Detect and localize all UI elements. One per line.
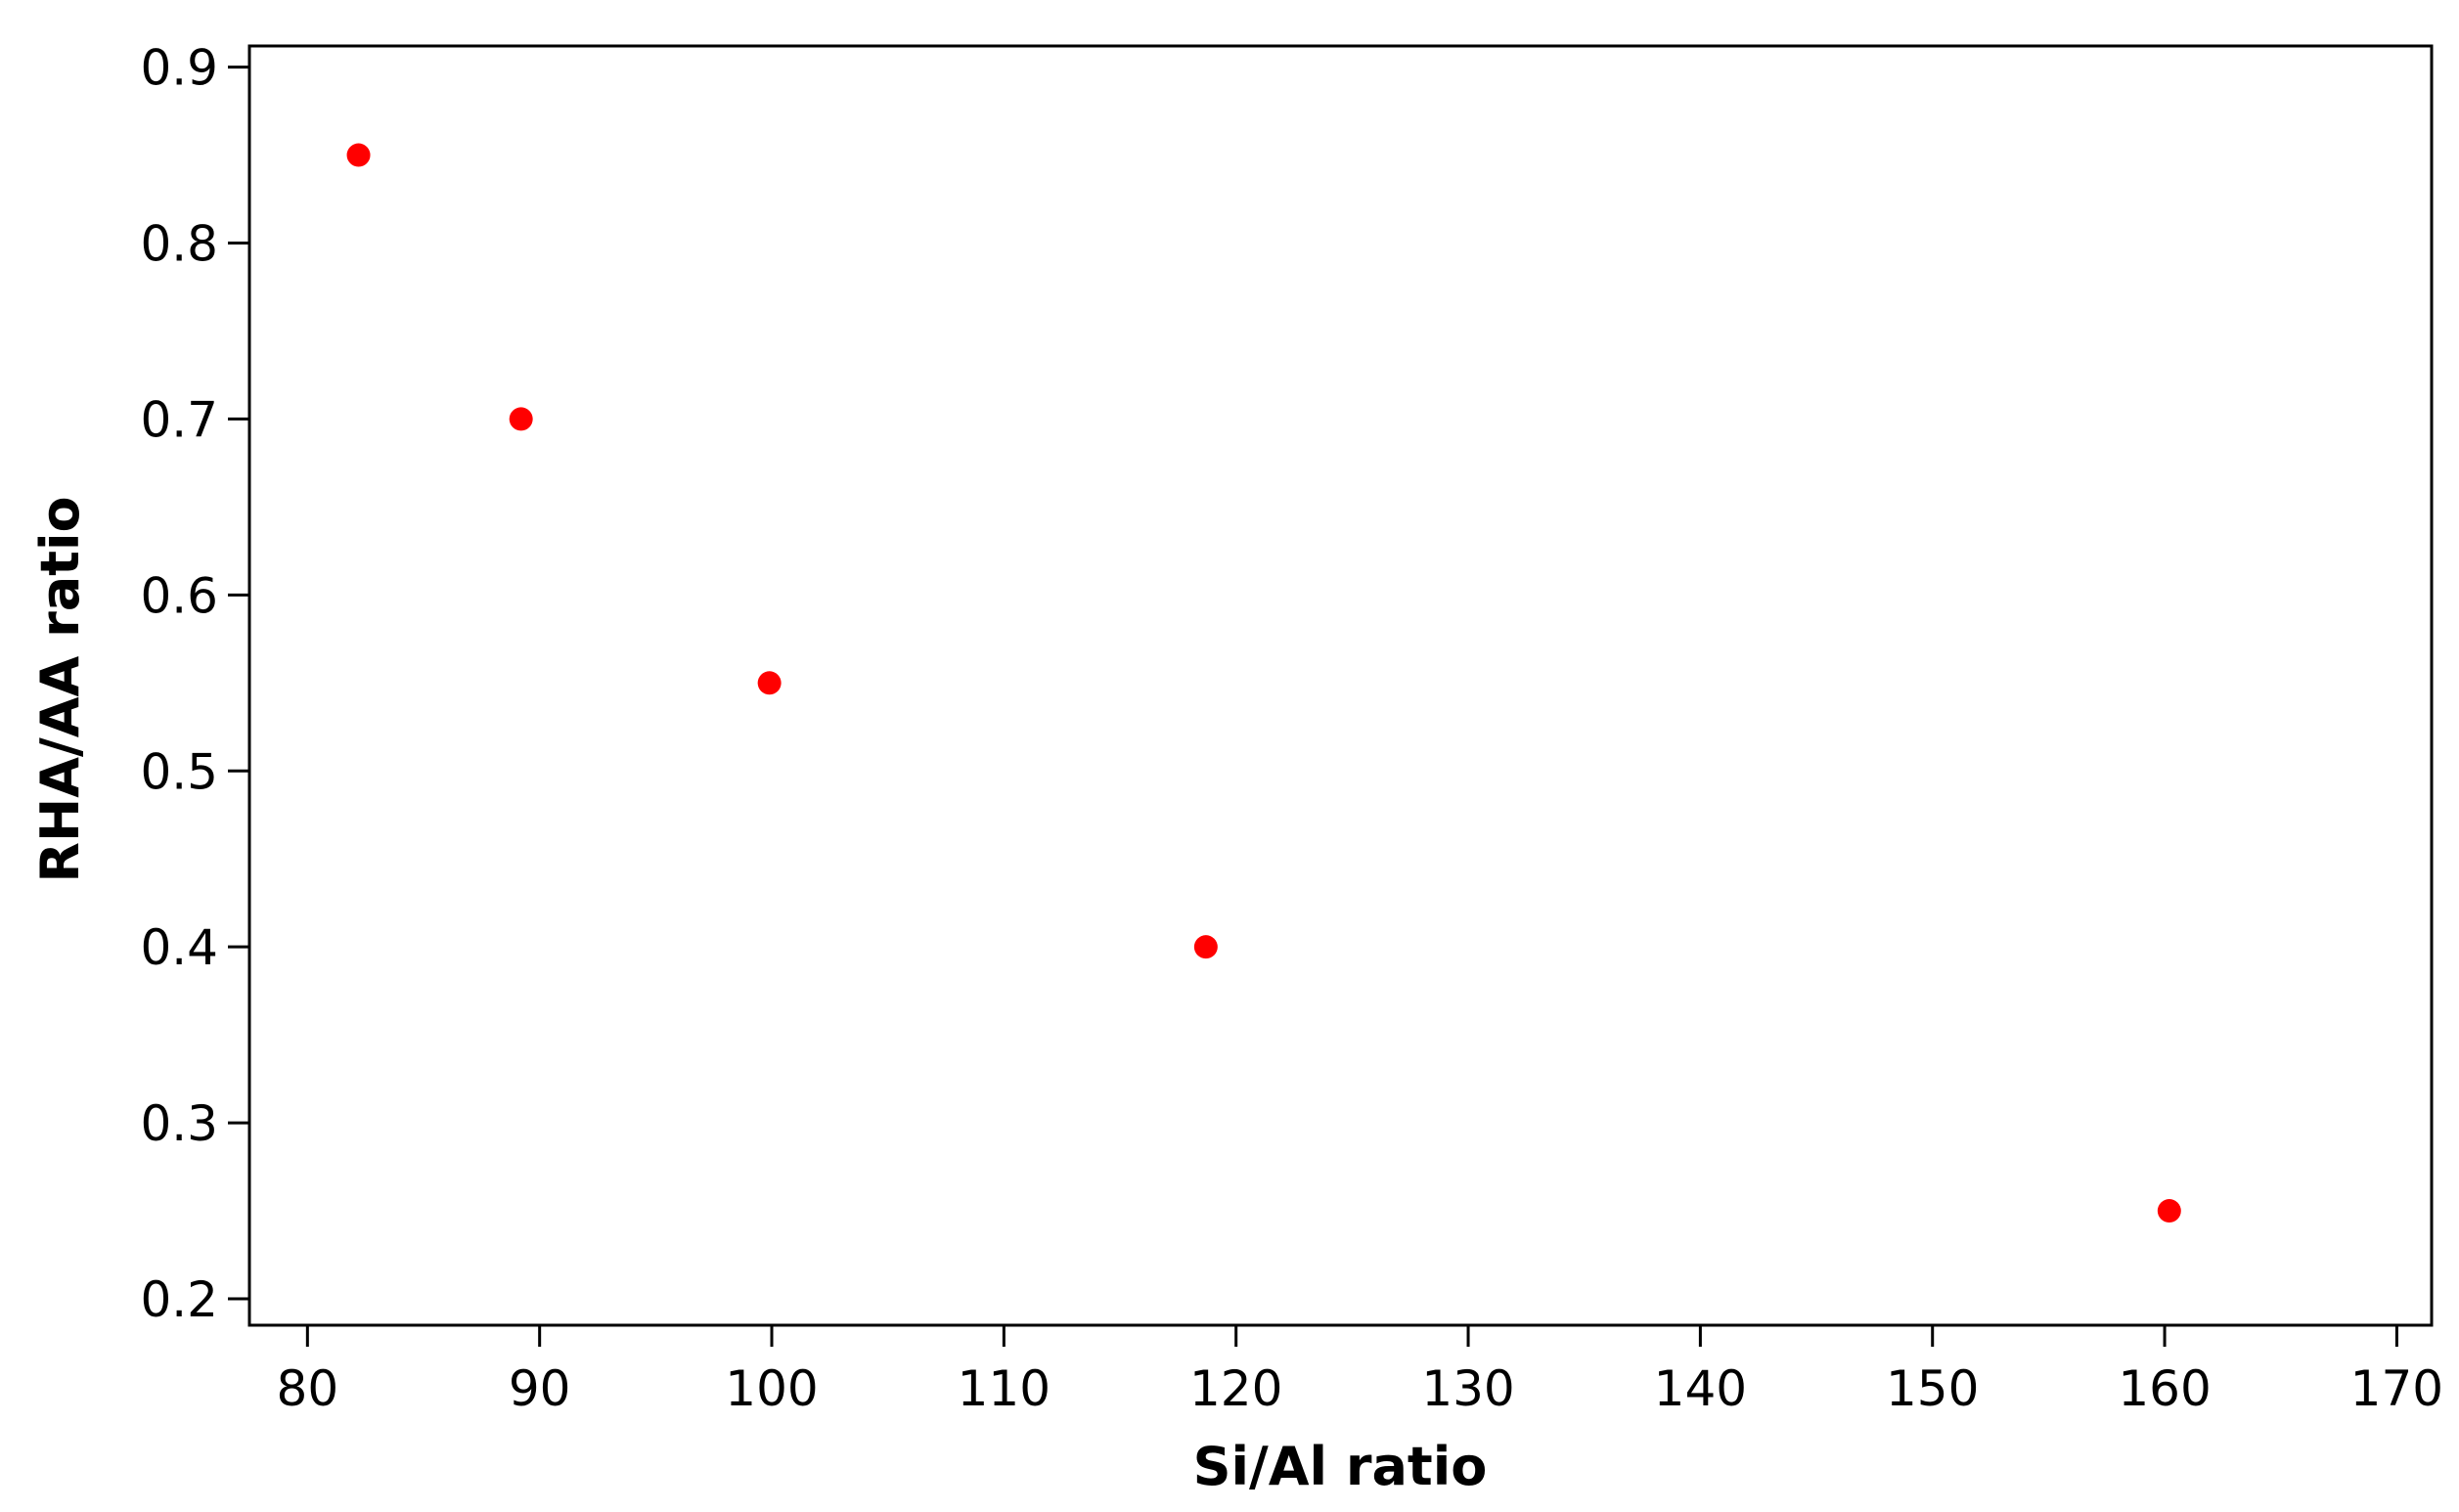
x-tick-label: 110 xyxy=(958,1360,1051,1417)
x-tick-label: 150 xyxy=(1886,1360,1979,1417)
y-tick-label: 0.6 xyxy=(140,567,218,624)
x-tick-label: 130 xyxy=(1421,1360,1514,1417)
data-point xyxy=(509,407,533,431)
x-tick-label: 140 xyxy=(1654,1360,1747,1417)
x-tick-label: 170 xyxy=(2350,1360,2443,1417)
plot-frame xyxy=(247,44,2434,1327)
y-tick-label: 0.3 xyxy=(140,1095,218,1152)
data-points xyxy=(346,143,2181,1223)
y-tick-label: 0.8 xyxy=(140,216,218,273)
y-axis-title: RHA/AA ratio xyxy=(29,496,91,882)
y-tick-label: 0.5 xyxy=(140,743,218,800)
x-axis-ticks: 80 90 100 110 120 130 140 150 160 170 xyxy=(277,1325,2443,1417)
x-axis-title: Si/Al ratio xyxy=(1193,1436,1488,1497)
y-tick-label: 0.4 xyxy=(140,919,218,976)
x-tick-label: 160 xyxy=(2118,1360,2211,1417)
y-tick-label: 0.7 xyxy=(140,391,218,448)
x-tick-label: 120 xyxy=(1189,1360,1282,1417)
y-tick-label: 0.2 xyxy=(140,1271,218,1328)
x-tick-label: 90 xyxy=(509,1360,571,1417)
y-tick-label: 0.9 xyxy=(140,40,218,97)
y-axis-ticks: 0.2 0.3 0.4 0.5 0.6 0.7 0.8 0.9 xyxy=(140,40,249,1328)
x-tick-label: 100 xyxy=(725,1360,818,1417)
x-tick-label: 80 xyxy=(277,1360,339,1417)
data-point xyxy=(757,671,782,695)
data-point xyxy=(346,143,371,167)
data-point xyxy=(2157,1199,2181,1223)
data-point xyxy=(1193,935,1218,959)
